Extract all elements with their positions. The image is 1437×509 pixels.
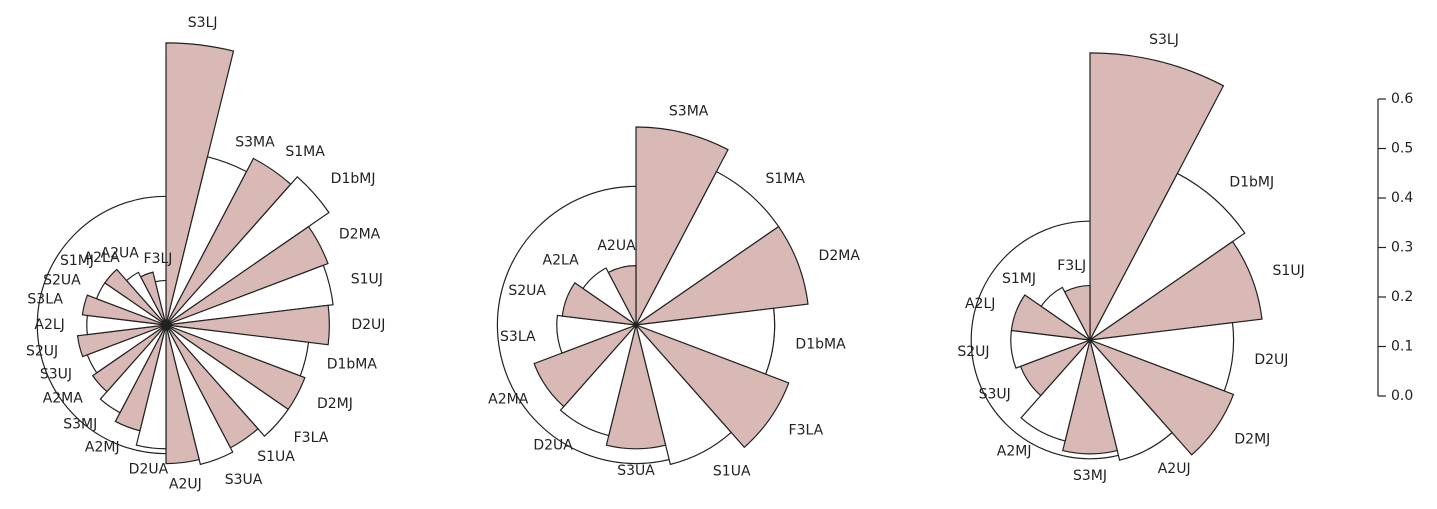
scale-tick-label: 0.3 [1391, 240, 1413, 256]
wedge [556, 314, 637, 354]
category-label: S1MJ [1002, 271, 1036, 287]
category-label: A2MA [43, 391, 84, 407]
wedge [559, 324, 637, 437]
wedge [1020, 339, 1091, 442]
category-label: A2LJ [34, 317, 64, 333]
scale-tick-label: 0.5 [1391, 141, 1413, 157]
category-label: S2UJ [957, 344, 989, 360]
wedge [104, 268, 167, 326]
category-label: D2MA [819, 248, 861, 264]
category-label: A2MJ [85, 439, 120, 455]
wedge [561, 281, 637, 326]
wedge [1063, 284, 1091, 341]
scale-tick-label: 0.2 [1391, 289, 1413, 305]
wedge [1089, 339, 1173, 461]
scale-tick-label: 0.0 [1391, 388, 1413, 404]
category-label: D2UA [129, 462, 169, 478]
wedge [635, 324, 733, 466]
category-label: S1UA [713, 464, 751, 480]
wedge [605, 324, 667, 450]
category-label: S3MA [235, 134, 275, 150]
wedge [533, 324, 637, 408]
wedge [582, 267, 637, 326]
category-label: A2UA [101, 246, 140, 262]
category-label: F3LJ [144, 251, 173, 267]
category-label: A2UA [597, 238, 636, 254]
category-label: S3MA [669, 103, 709, 119]
category-label: D2UJ [351, 317, 385, 333]
category-label: D1bMA [327, 357, 378, 373]
wedge [165, 324, 290, 438]
category-label: S1MJ [60, 253, 94, 269]
wedge [76, 324, 167, 358]
wedge [165, 225, 329, 326]
scale-tick-label: 0.1 [1391, 339, 1413, 355]
wedge [1089, 240, 1263, 341]
category-label: D2UJ [1254, 352, 1288, 368]
category-label: D1bMJ [1229, 175, 1274, 191]
category-label: S1UA [257, 449, 295, 465]
category-label: F3LA [294, 430, 329, 446]
wedge [165, 324, 200, 465]
category-label: D2UA [533, 437, 573, 453]
category-label: S3MJ [1073, 468, 1107, 484]
wedge [1089, 52, 1225, 341]
wedge [635, 126, 729, 326]
category-label: A2LA [543, 252, 580, 268]
wedge [635, 324, 790, 449]
wedge [607, 264, 637, 326]
wedge [165, 304, 330, 346]
wedge [99, 324, 167, 414]
category-label: D1bMJ [331, 171, 376, 187]
category-label: S2UJ [26, 344, 58, 360]
wedge [1010, 294, 1091, 341]
category-label: S3LA [500, 329, 536, 345]
wedge [91, 324, 167, 393]
category-label: A2LA [84, 250, 121, 266]
category-label: S1UJ [1273, 263, 1305, 279]
category-label: A2UJ [169, 476, 202, 492]
wedge [635, 225, 809, 326]
category-label: S3LJ [1149, 32, 1179, 48]
category-label: S3UJ [979, 387, 1011, 403]
scale-tick-label: 0.6 [1391, 91, 1413, 107]
category-label: S3UA [617, 463, 655, 479]
category-label: D2MJ [317, 396, 353, 412]
wedge [1089, 172, 1246, 341]
wedge [165, 175, 330, 326]
category-label: S3UA [225, 472, 263, 488]
category-label: D2MJ [1234, 432, 1270, 448]
category-label: S1UJ [351, 271, 383, 287]
category-label: S1MA [285, 144, 325, 160]
category-label: A2UJ [1158, 461, 1191, 477]
category-label: F3LA [789, 422, 824, 438]
category-label: S2UA [508, 283, 546, 299]
category-label: S3MJ [63, 417, 97, 433]
wedge [1040, 286, 1091, 341]
scale-tick-label: 0.4 [1391, 190, 1413, 206]
category-label: S3LA [27, 292, 63, 308]
category-label: F3LJ [1057, 258, 1086, 274]
category-label: D1bMA [795, 336, 846, 352]
wedge [114, 324, 167, 432]
category-label: A2MA [488, 391, 529, 407]
category-label: S2UA [43, 272, 81, 288]
category-label: A2MJ [997, 444, 1032, 460]
category-label: S3UJ [40, 366, 72, 382]
category-label: S1MA [765, 171, 805, 187]
wedge [154, 279, 167, 326]
wedge [165, 264, 334, 326]
wedge [1089, 339, 1235, 456]
category-label: D2MA [339, 226, 381, 242]
wedge [165, 324, 234, 466]
wedge [125, 271, 167, 326]
wedge [139, 271, 167, 326]
wedge [1062, 339, 1118, 455]
category-label: S3LJ [188, 15, 218, 31]
category-label: A2LJ [965, 296, 995, 312]
